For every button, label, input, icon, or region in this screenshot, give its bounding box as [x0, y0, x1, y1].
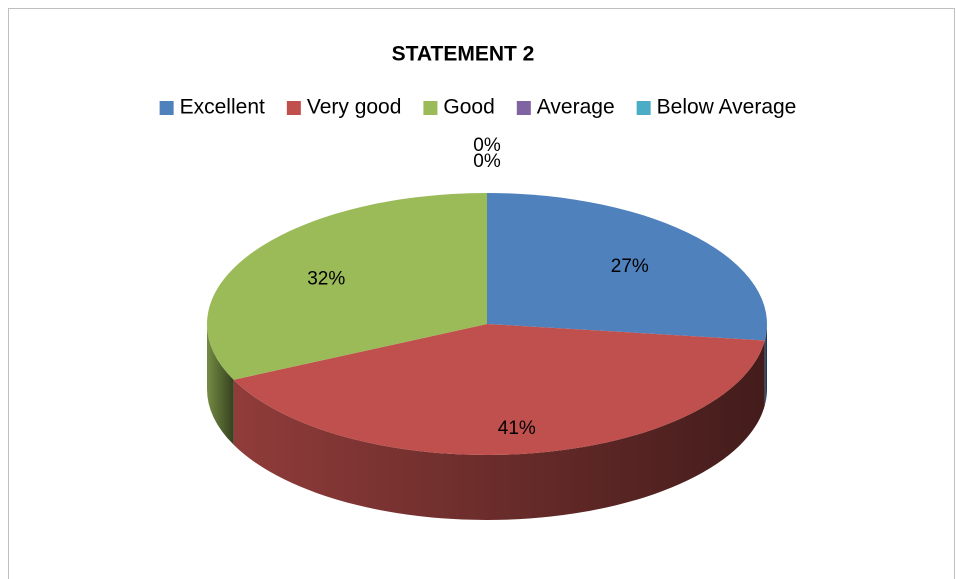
legend-swatch — [159, 101, 174, 115]
legend-label: Good — [443, 96, 494, 119]
pie-tops — [206, 193, 767, 456]
legend-swatch — [636, 101, 651, 115]
pie-slice — [206, 193, 487, 380]
legend-label: Below Average — [657, 96, 797, 119]
data-label: 41% — [498, 418, 536, 439]
pie-sides — [207, 324, 767, 520]
pie-side — [207, 324, 234, 445]
chart-title: STATEMENT 2 — [392, 43, 535, 66]
legend-swatch — [423, 101, 438, 115]
legend-label: Average — [537, 96, 615, 119]
pie-slice — [233, 324, 765, 456]
legend-label: Very good — [307, 96, 402, 119]
pie-side — [233, 340, 765, 520]
data-label: 0% — [473, 135, 501, 156]
pie-side — [764, 324, 767, 406]
data-label: 0% — [473, 151, 501, 172]
legend-label: Excellent — [180, 96, 265, 119]
legend: Excellent Very good Good Average Below Avera… — [159, 96, 797, 119]
data-label: 27% — [611, 256, 649, 277]
data-label: 32% — [307, 268, 345, 289]
legend-swatch — [516, 101, 531, 115]
legend-swatch — [286, 101, 301, 115]
pie-slice — [487, 193, 767, 341]
